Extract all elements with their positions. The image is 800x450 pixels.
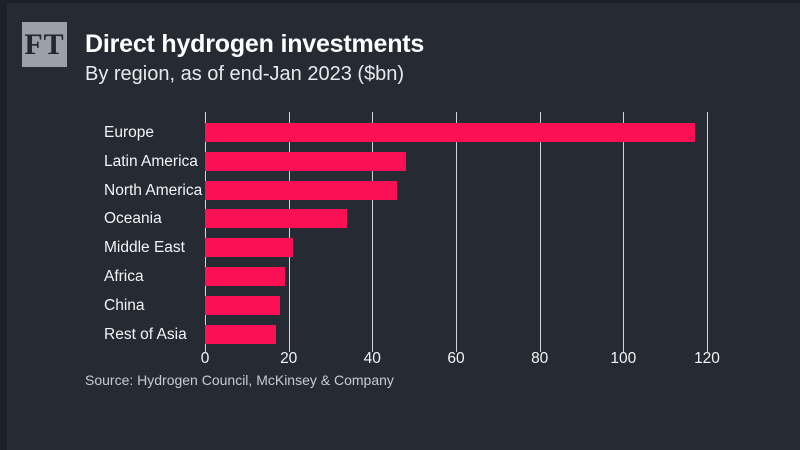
gridline (288, 112, 290, 352)
x-tick-label: 80 (531, 350, 549, 367)
bar-europe (205, 123, 695, 142)
bar-oceania (205, 209, 348, 229)
x-tick-label: 100 (610, 350, 637, 367)
bar-north-america (205, 180, 398, 200)
category-label: Europe (104, 124, 154, 141)
category-label: China (104, 296, 145, 314)
bar-rest-of-asia (205, 324, 277, 344)
bar-middle-east (205, 238, 293, 258)
bar-africa (205, 267, 285, 286)
gridline (623, 112, 625, 352)
source-note: Source: Hydrogen Council, McKinsey & Com… (85, 372, 394, 388)
gridline (456, 112, 457, 352)
chart-title: Direct hydrogen investments (85, 30, 425, 58)
gridline (205, 112, 206, 352)
left-edge-shade (0, 0, 7, 450)
x-tick-label: 120 (694, 350, 720, 367)
x-tick-label: 0 (200, 350, 210, 367)
chart-subtitle: By region, as of end-Jan 2023 ($bn) (85, 63, 405, 85)
x-tick-label: 20 (280, 350, 298, 367)
category-label: Africa (104, 268, 144, 285)
category-label: North America (104, 181, 203, 199)
gridline (539, 112, 541, 352)
bar-latin-america (205, 151, 406, 171)
x-tick-label: 40 (363, 350, 381, 367)
ft-logo: FT (22, 22, 67, 67)
gridline (372, 112, 374, 352)
category-label: Rest of Asia (104, 325, 187, 343)
category-label: Middle East (104, 239, 185, 257)
category-label: Oceania (104, 210, 162, 228)
x-tick-label: 60 (447, 350, 465, 367)
bar-china (205, 295, 281, 315)
top-edge-shade (0, 0, 800, 3)
gridline (707, 112, 708, 352)
ft-logo-text: FT (24, 28, 65, 61)
category-label: Latin America (104, 152, 198, 170)
